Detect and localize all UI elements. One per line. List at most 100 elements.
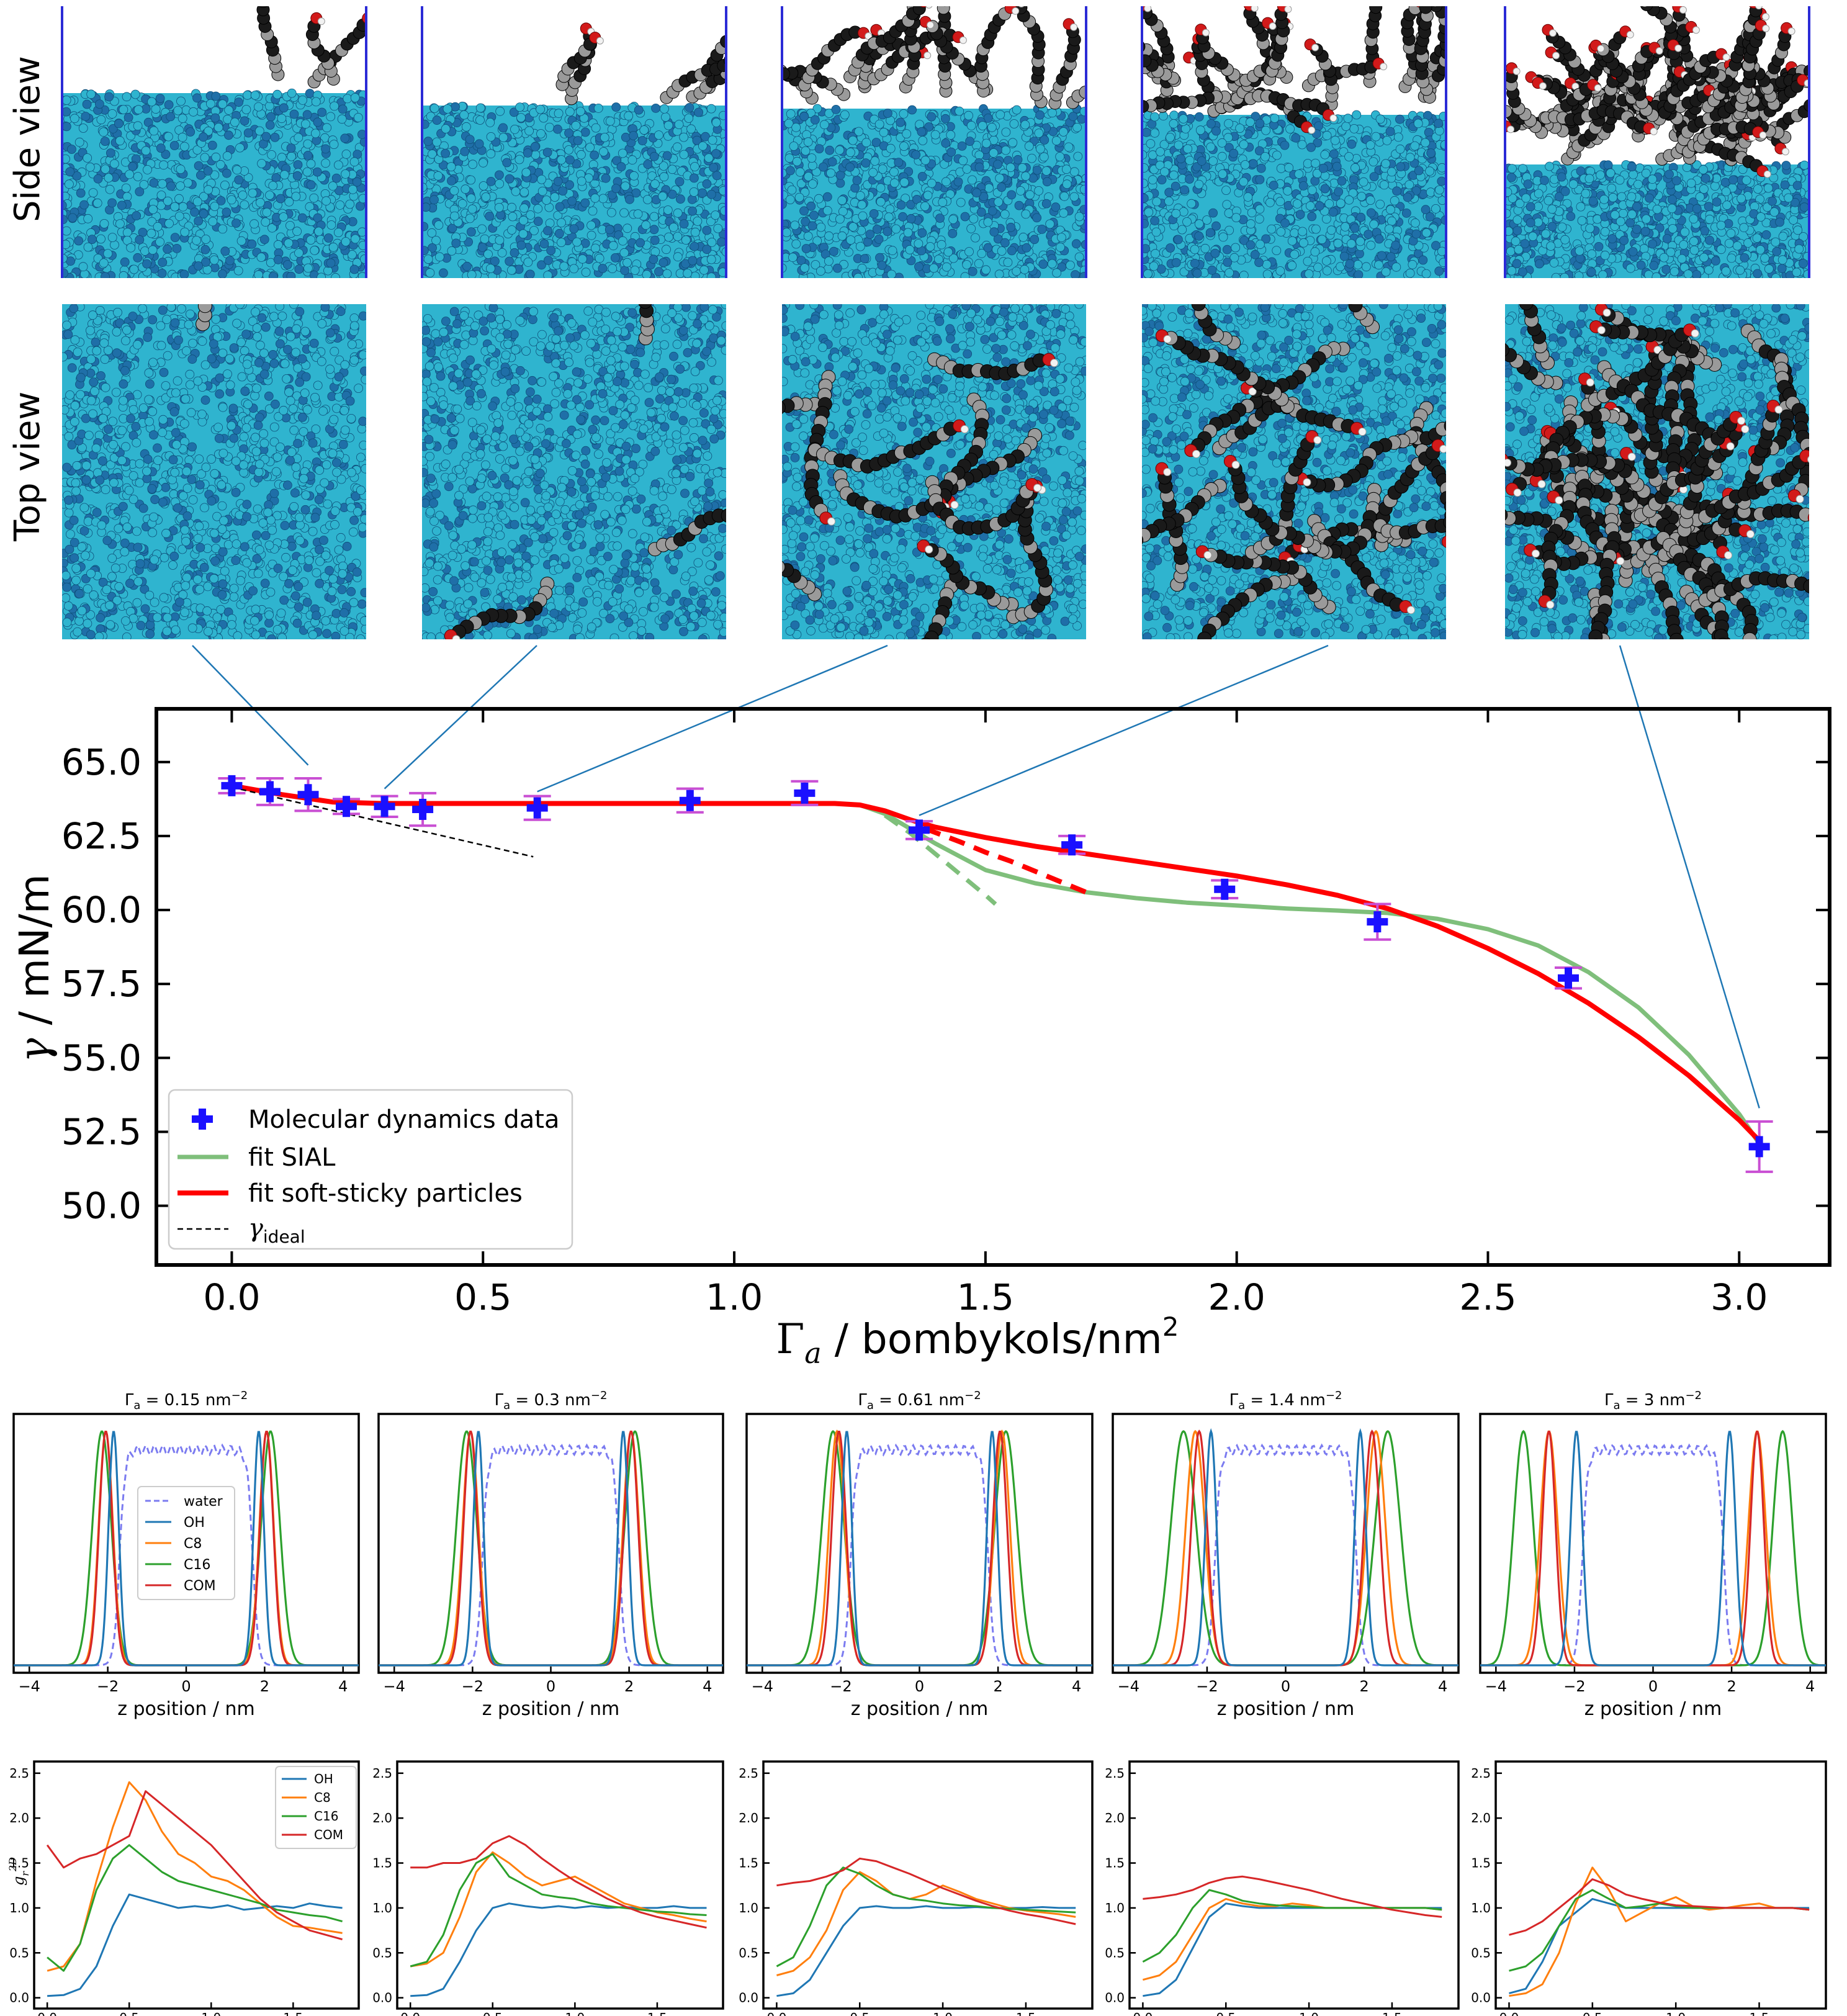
water-molecule bbox=[314, 227, 323, 236]
water-molecule bbox=[441, 124, 451, 133]
water-molecule bbox=[681, 235, 691, 245]
water-molecule bbox=[65, 167, 75, 177]
water-molecule bbox=[511, 186, 521, 196]
water-molecule bbox=[707, 358, 716, 367]
water-molecule bbox=[329, 415, 339, 425]
water-molecule bbox=[164, 100, 174, 110]
water-molecule bbox=[297, 213, 307, 223]
water-molecule bbox=[218, 402, 228, 412]
water-molecule bbox=[480, 588, 490, 598]
water-molecule bbox=[543, 412, 553, 421]
water-molecule bbox=[253, 569, 263, 578]
water-molecule bbox=[145, 590, 155, 600]
water-molecule bbox=[216, 196, 226, 205]
water-molecule bbox=[564, 596, 574, 606]
water-molecule bbox=[331, 173, 341, 183]
water-molecule bbox=[66, 256, 75, 266]
water-molecule bbox=[292, 227, 302, 236]
water-molecule bbox=[539, 113, 549, 123]
water-molecule bbox=[176, 164, 186, 174]
water-molecule bbox=[70, 335, 80, 345]
water-molecule bbox=[649, 212, 659, 222]
water-molecule bbox=[320, 304, 330, 312]
water-molecule bbox=[560, 341, 569, 350]
water-molecule bbox=[302, 598, 312, 607]
water-molecule bbox=[223, 369, 232, 379]
water-molecule bbox=[73, 348, 83, 357]
water-molecule bbox=[507, 410, 517, 420]
water-molecule bbox=[313, 380, 323, 390]
water-molecule bbox=[240, 116, 249, 126]
water-molecule bbox=[689, 384, 699, 393]
water-molecule bbox=[585, 358, 595, 367]
water-molecule bbox=[340, 360, 350, 370]
tail-bead bbox=[721, 508, 726, 523]
water-molecule bbox=[697, 618, 707, 628]
water-molecule bbox=[128, 495, 138, 504]
water-molecule bbox=[537, 260, 546, 270]
water-molecule bbox=[185, 309, 195, 319]
water-molecule bbox=[532, 407, 542, 416]
water-molecule bbox=[326, 258, 336, 268]
water-molecule bbox=[260, 578, 270, 588]
water-molecule bbox=[704, 479, 714, 488]
water-molecule bbox=[158, 415, 168, 425]
water-molecule bbox=[571, 451, 581, 460]
water-molecule bbox=[678, 326, 688, 335]
water-molecule bbox=[670, 411, 679, 421]
water-molecule bbox=[701, 419, 711, 429]
water-molecule bbox=[572, 430, 582, 439]
water-molecule bbox=[336, 533, 346, 542]
water-molecule bbox=[451, 238, 461, 248]
water-molecule bbox=[279, 595, 289, 605]
water-molecule bbox=[439, 327, 449, 337]
tail-bead bbox=[638, 304, 652, 309]
water-molecule bbox=[609, 633, 619, 639]
water-molecule bbox=[530, 454, 540, 464]
water-molecule bbox=[629, 171, 639, 181]
water-molecule bbox=[174, 335, 183, 345]
water-molecule bbox=[159, 160, 169, 170]
water-molecule bbox=[268, 181, 278, 191]
water-molecule bbox=[434, 220, 444, 230]
water-molecule bbox=[334, 372, 344, 382]
water-molecule bbox=[79, 503, 89, 513]
water-molecule bbox=[572, 367, 582, 377]
water-molecule bbox=[615, 400, 625, 410]
water-molecule bbox=[518, 229, 528, 239]
water-molecule bbox=[479, 181, 488, 191]
water-molecule bbox=[697, 486, 707, 496]
water-molecule bbox=[679, 132, 689, 142]
water-molecule bbox=[201, 462, 211, 472]
water-molecule bbox=[267, 150, 277, 160]
water-molecule bbox=[155, 94, 165, 104]
water-molecule bbox=[422, 119, 429, 129]
water-molecule bbox=[486, 313, 496, 323]
water-molecule bbox=[640, 369, 650, 379]
water-molecule bbox=[536, 341, 546, 351]
water-molecule bbox=[620, 410, 630, 420]
water-molecule bbox=[572, 237, 582, 247]
water-molecule bbox=[706, 217, 716, 227]
water-molecule bbox=[104, 173, 114, 182]
water-molecule bbox=[598, 194, 608, 204]
water-molecule bbox=[200, 503, 209, 513]
water-molecule bbox=[516, 113, 526, 123]
water-molecule bbox=[177, 304, 186, 313]
water-molecule bbox=[591, 415, 601, 425]
water-molecule bbox=[271, 467, 281, 477]
water-molecule bbox=[593, 103, 603, 113]
water-molecule bbox=[477, 242, 487, 252]
water-molecule bbox=[341, 236, 351, 246]
water-molecule bbox=[294, 582, 303, 592]
water-molecule bbox=[161, 381, 171, 390]
water-molecule bbox=[515, 315, 525, 325]
water-molecule bbox=[497, 547, 506, 557]
water-molecule bbox=[268, 350, 278, 359]
water-molecule bbox=[465, 477, 475, 486]
water-molecule bbox=[189, 107, 198, 117]
water-molecule bbox=[310, 128, 320, 138]
water-molecule bbox=[96, 115, 106, 125]
water-molecule bbox=[482, 556, 491, 566]
water-molecule bbox=[701, 464, 710, 474]
